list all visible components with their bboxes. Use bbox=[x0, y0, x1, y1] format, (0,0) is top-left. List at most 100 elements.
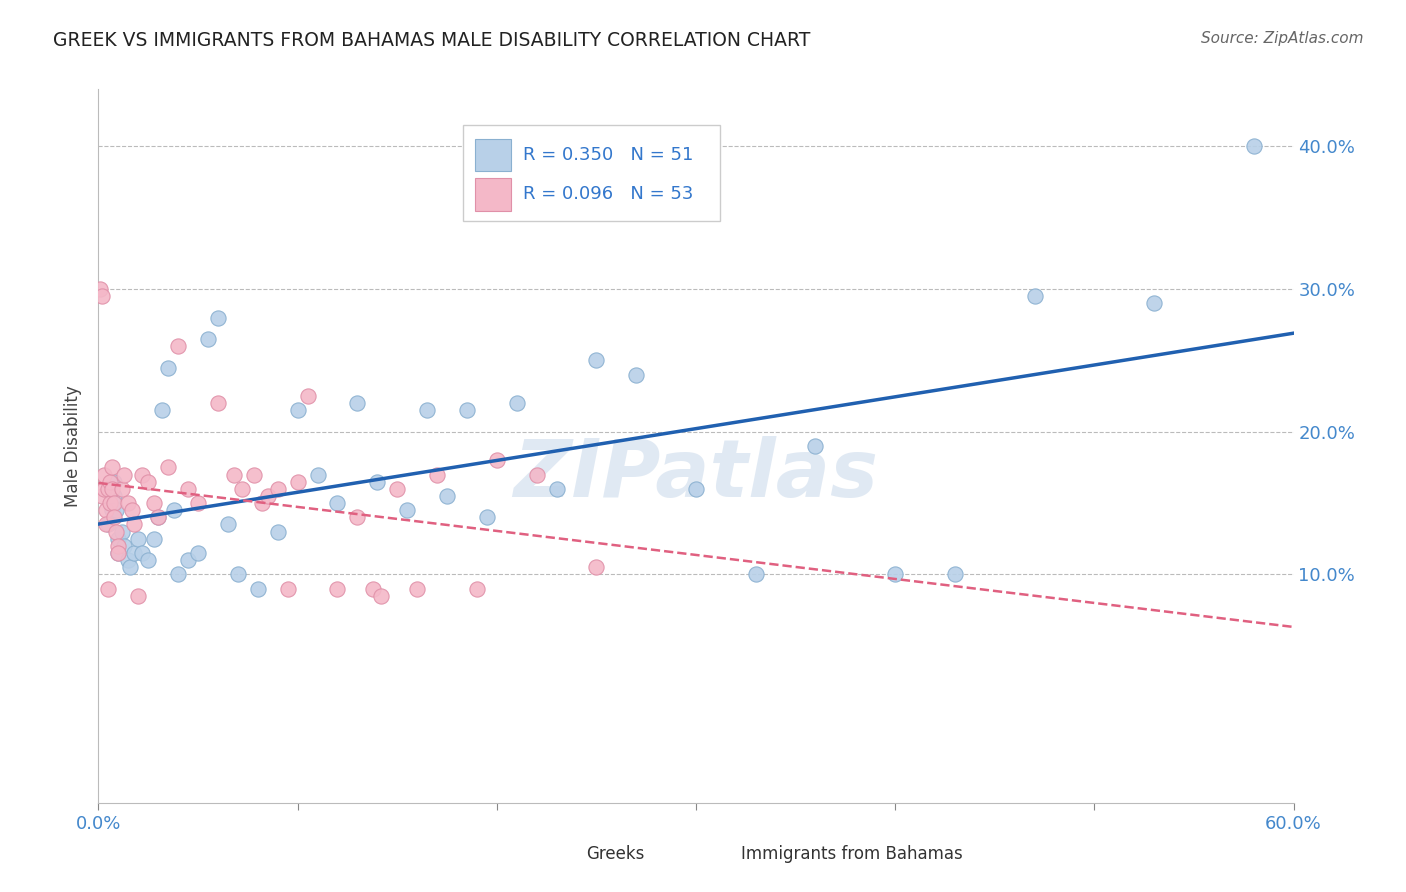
Point bbox=[111, 482, 134, 496]
Point bbox=[124, 517, 146, 532]
Point bbox=[105, 524, 128, 539]
Point bbox=[101, 482, 124, 496]
Point bbox=[117, 553, 139, 567]
Point bbox=[297, 389, 319, 403]
Y-axis label: Male Disability: Male Disability bbox=[65, 385, 83, 507]
Point bbox=[222, 467, 245, 482]
Point bbox=[127, 589, 149, 603]
Point bbox=[416, 403, 439, 417]
Point bbox=[91, 289, 114, 303]
Point bbox=[97, 582, 120, 596]
Point bbox=[148, 510, 170, 524]
Point bbox=[436, 489, 458, 503]
Point bbox=[370, 589, 392, 603]
Point bbox=[526, 467, 548, 482]
Point bbox=[97, 517, 120, 532]
Text: Greeks: Greeks bbox=[586, 846, 644, 863]
Point bbox=[1024, 289, 1046, 303]
Point bbox=[207, 310, 229, 325]
Text: R = 0.096   N = 53: R = 0.096 N = 53 bbox=[523, 186, 693, 203]
Point bbox=[366, 475, 388, 489]
Point bbox=[107, 546, 129, 560]
Point bbox=[101, 503, 124, 517]
Point bbox=[157, 360, 180, 375]
Point bbox=[103, 475, 125, 489]
Point bbox=[103, 510, 125, 524]
Point bbox=[117, 496, 139, 510]
Point bbox=[363, 582, 385, 596]
Point bbox=[89, 282, 111, 296]
Point bbox=[246, 582, 269, 596]
Point bbox=[267, 524, 290, 539]
Point bbox=[187, 496, 209, 510]
Text: ZIPatlas: ZIPatlas bbox=[513, 435, 879, 514]
Point bbox=[943, 567, 966, 582]
Point bbox=[585, 560, 607, 574]
FancyBboxPatch shape bbox=[709, 842, 734, 867]
Point bbox=[103, 496, 125, 510]
Point bbox=[485, 453, 508, 467]
Point bbox=[97, 482, 120, 496]
Point bbox=[136, 475, 159, 489]
Point bbox=[143, 496, 166, 510]
FancyBboxPatch shape bbox=[475, 178, 510, 211]
Point bbox=[148, 510, 170, 524]
Point bbox=[426, 467, 449, 482]
Point bbox=[124, 546, 146, 560]
Point bbox=[217, 517, 239, 532]
Point bbox=[585, 353, 607, 368]
Point bbox=[131, 467, 153, 482]
Point bbox=[177, 482, 200, 496]
Point bbox=[96, 517, 118, 532]
Point bbox=[177, 553, 200, 567]
Point bbox=[307, 467, 329, 482]
Point bbox=[107, 539, 129, 553]
Point bbox=[406, 582, 429, 596]
Point bbox=[396, 503, 419, 517]
Point bbox=[456, 403, 478, 417]
Point bbox=[287, 403, 309, 417]
Point bbox=[98, 496, 122, 510]
Point bbox=[346, 510, 368, 524]
FancyBboxPatch shape bbox=[463, 125, 720, 221]
Point bbox=[105, 503, 128, 517]
Point bbox=[1243, 139, 1265, 153]
Point bbox=[112, 467, 135, 482]
Point bbox=[103, 489, 125, 503]
FancyBboxPatch shape bbox=[553, 842, 579, 867]
Point bbox=[256, 489, 278, 503]
Point bbox=[131, 546, 153, 560]
Point bbox=[465, 582, 488, 596]
Point bbox=[1143, 296, 1166, 310]
Point bbox=[127, 532, 149, 546]
Point bbox=[111, 524, 134, 539]
Point bbox=[385, 482, 409, 496]
Point bbox=[93, 467, 115, 482]
Point bbox=[884, 567, 907, 582]
Point bbox=[346, 396, 368, 410]
Point bbox=[112, 539, 135, 553]
Point bbox=[243, 467, 266, 482]
Point bbox=[107, 546, 129, 560]
Point bbox=[277, 582, 299, 596]
Point bbox=[626, 368, 648, 382]
FancyBboxPatch shape bbox=[475, 139, 510, 171]
Point bbox=[167, 567, 190, 582]
Point bbox=[207, 396, 229, 410]
Point bbox=[287, 475, 309, 489]
Point bbox=[121, 503, 143, 517]
Point bbox=[167, 339, 190, 353]
Point bbox=[475, 510, 498, 524]
Point bbox=[143, 532, 166, 546]
Point bbox=[107, 532, 129, 546]
Point bbox=[197, 332, 219, 346]
Point bbox=[250, 496, 273, 510]
Point bbox=[91, 489, 114, 503]
Point bbox=[101, 460, 124, 475]
Point bbox=[546, 482, 568, 496]
Point bbox=[93, 482, 115, 496]
Point bbox=[326, 582, 349, 596]
Text: R = 0.350   N = 51: R = 0.350 N = 51 bbox=[523, 146, 693, 164]
Text: GREEK VS IMMIGRANTS FROM BAHAMAS MALE DISABILITY CORRELATION CHART: GREEK VS IMMIGRANTS FROM BAHAMAS MALE DI… bbox=[53, 31, 811, 50]
Point bbox=[136, 553, 159, 567]
